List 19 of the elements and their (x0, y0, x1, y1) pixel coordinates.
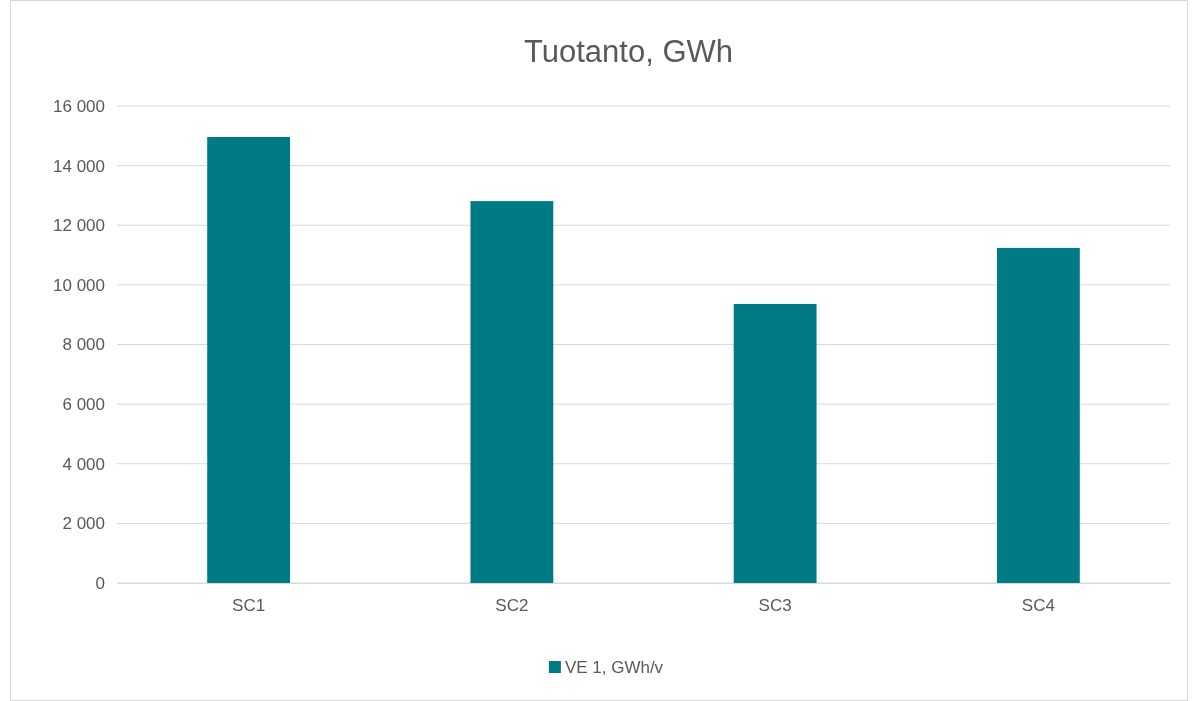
bar (996, 247, 1080, 583)
y-tick-label: 14 000 (53, 156, 105, 176)
bar (733, 303, 817, 583)
y-tick-label: 12 000 (53, 216, 105, 236)
y-tick-label: 8 000 (62, 335, 105, 355)
y-tick-label: 4 000 (62, 454, 105, 474)
y-tick-label: 2 000 (62, 514, 105, 534)
y-tick-label: 0 (95, 573, 105, 593)
x-tick-label: SC2 (495, 596, 529, 616)
y-tick-label: 10 000 (53, 275, 105, 295)
legend-label: VE 1, GWh/v (564, 658, 664, 677)
y-tick-label: 16 000 (53, 96, 105, 116)
x-tick-label: SC4 (1021, 596, 1055, 616)
y-tick-label: 6 000 (62, 395, 105, 415)
bar (470, 201, 554, 583)
x-tick-label: SC1 (232, 596, 266, 616)
x-tick-label: SC3 (758, 596, 792, 616)
chart-title: Tuotanto, GWh (523, 34, 734, 69)
bar (207, 137, 291, 583)
